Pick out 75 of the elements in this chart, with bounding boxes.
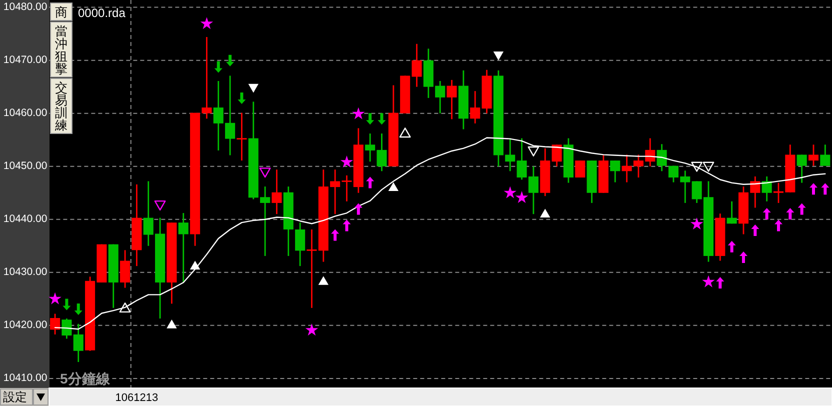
point bbox=[154, 200, 166, 210]
point bbox=[690, 217, 704, 230]
point bbox=[762, 208, 771, 220]
annotation: 交易訓練 bbox=[54, 80, 68, 132]
point bbox=[774, 220, 782, 232]
candlestick bbox=[295, 222, 306, 267]
point bbox=[318, 276, 329, 285]
candlestick bbox=[796, 154, 807, 184]
annotation: 商 bbox=[54, 6, 68, 20]
y-tick-label: 10470.00 bbox=[3, 54, 48, 66]
candlestick bbox=[726, 200, 737, 224]
point bbox=[528, 146, 540, 156]
candlestick bbox=[236, 112, 247, 162]
candlestick bbox=[178, 212, 188, 284]
point bbox=[739, 252, 748, 264]
candlestick bbox=[470, 90, 480, 124]
text: 5分鐘線 bbox=[60, 370, 111, 387]
point bbox=[378, 113, 386, 125]
point bbox=[226, 54, 234, 66]
candlestick bbox=[73, 323, 84, 363]
point bbox=[352, 107, 365, 120]
point bbox=[74, 304, 82, 316]
y-tick-label: 10410.00 bbox=[3, 372, 48, 384]
candlestick bbox=[50, 313, 60, 336]
candlestick bbox=[808, 144, 819, 167]
point bbox=[119, 302, 131, 313]
y-tick-label: 10460.00 bbox=[3, 107, 48, 120]
point bbox=[388, 182, 399, 192]
point bbox=[399, 128, 411, 138]
x-tick-label: 1061213 bbox=[115, 392, 158, 404]
point bbox=[200, 17, 214, 30]
point bbox=[214, 61, 222, 73]
point bbox=[493, 52, 504, 60]
point bbox=[354, 203, 362, 215]
y-tick-label: 10440.00 bbox=[3, 213, 48, 226]
point bbox=[62, 298, 71, 310]
point bbox=[751, 224, 760, 236]
point bbox=[515, 190, 528, 204]
point bbox=[716, 276, 724, 288]
point bbox=[340, 155, 354, 168]
point bbox=[821, 183, 830, 195]
point bbox=[504, 186, 516, 198]
candlestick bbox=[120, 249, 130, 288]
y-tick-label: 10480.00 bbox=[3, 1, 48, 14]
annotation: 當沖狙擊 bbox=[54, 24, 68, 76]
point bbox=[702, 275, 715, 288]
candlestick bbox=[575, 160, 586, 178]
candlestick bbox=[820, 144, 830, 167]
point bbox=[190, 260, 200, 270]
point bbox=[166, 320, 177, 328]
candlestick bbox=[62, 318, 72, 340]
candlestick bbox=[762, 176, 772, 202]
point bbox=[248, 84, 258, 93]
y-tick-label: 10450.00 bbox=[3, 160, 48, 172]
y-tick-label: 10430.00 bbox=[3, 266, 48, 278]
candlestick bbox=[552, 144, 562, 168]
point bbox=[786, 208, 794, 220]
point bbox=[342, 220, 351, 232]
point bbox=[728, 240, 736, 252]
candlestick bbox=[272, 168, 282, 215]
candlestick bbox=[610, 160, 620, 183]
point bbox=[540, 208, 550, 218]
point bbox=[809, 183, 818, 195]
candlestick bbox=[656, 143, 667, 172]
y-tick-label: 10420.00 bbox=[3, 319, 48, 332]
point bbox=[48, 292, 62, 304]
text: 設定 bbox=[3, 390, 27, 404]
candlestick bbox=[446, 79, 457, 120]
point bbox=[305, 324, 318, 336]
point bbox=[331, 229, 340, 241]
point bbox=[798, 203, 806, 215]
point bbox=[366, 176, 374, 188]
point bbox=[366, 113, 374, 125]
point bbox=[238, 92, 246, 104]
annotation: 0000.rda bbox=[78, 6, 126, 20]
